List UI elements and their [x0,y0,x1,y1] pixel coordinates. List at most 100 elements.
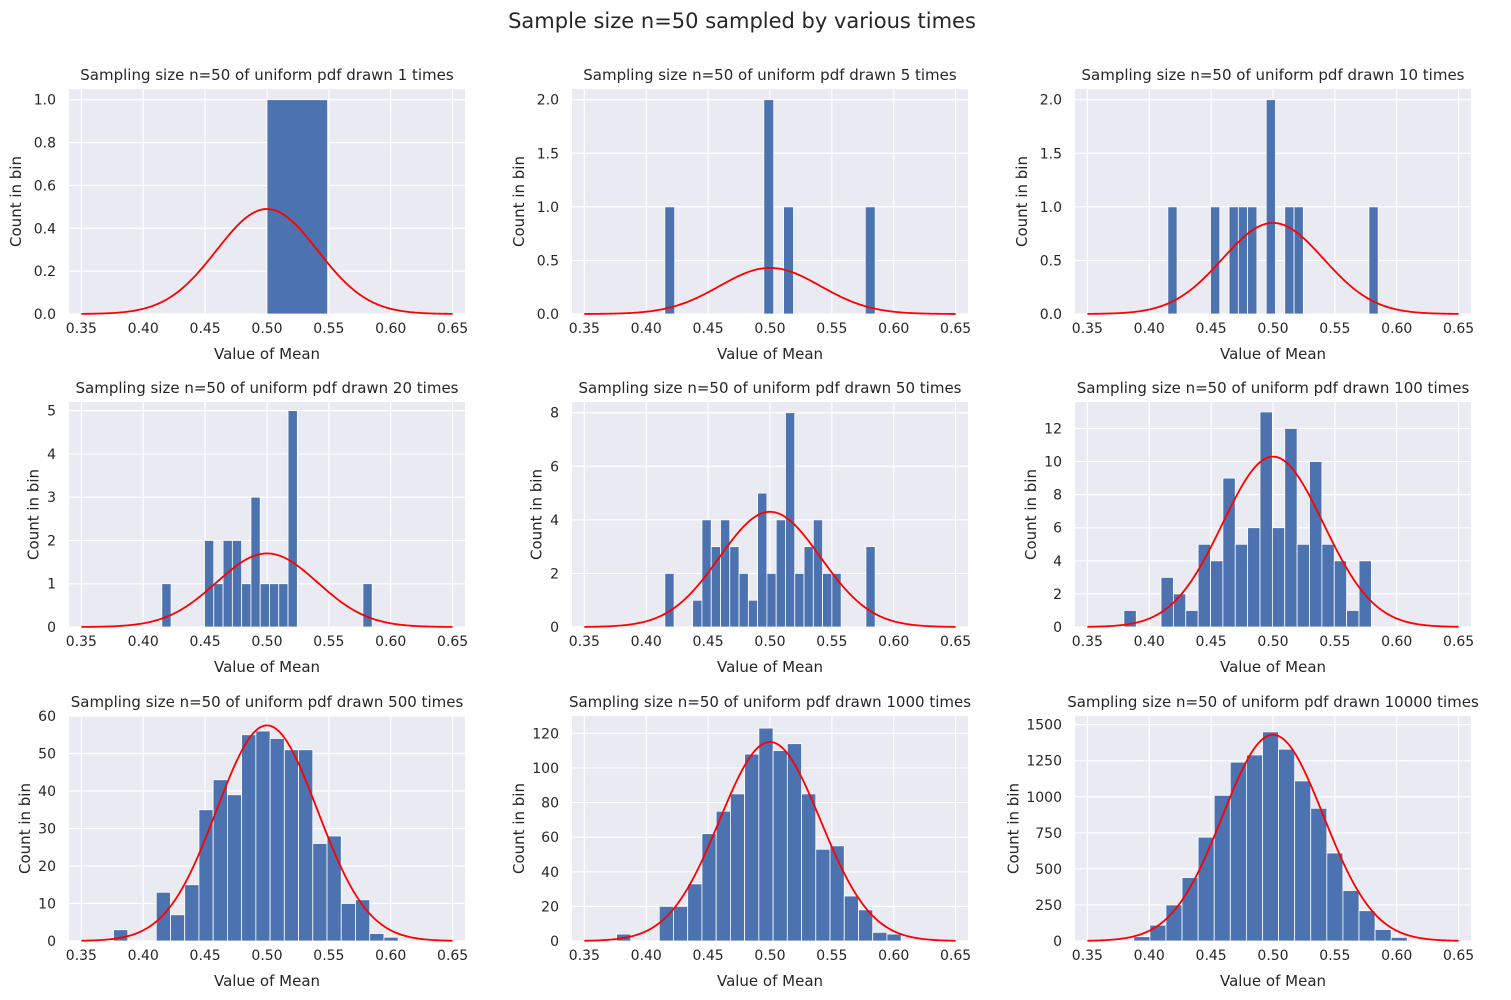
histogram-bar [1247,206,1258,315]
histogram-bar [1237,206,1249,315]
histogram-bar [184,884,200,942]
histogram-bar [259,583,270,628]
histogram-bar [803,546,814,628]
y-tick-label: 0 [47,934,56,950]
y-tick-label: 0.0 [537,307,559,323]
y-tick-label: 120 [532,726,559,742]
histogram-bar [1321,543,1335,628]
y-tick-label: 20 [38,859,56,875]
x-tick-label: 0.55 [816,634,847,650]
histogram-bar [815,848,831,942]
histogram-bar [1346,610,1360,628]
subplot-title: Sampling size n=50 of uniform pdf drawn … [1077,379,1470,397]
histogram-bar [340,903,356,942]
histogram-bar [720,519,731,628]
x-tick-label: 0.45 [1196,948,1227,964]
y-axis-label: Count in bin [527,469,545,560]
histogram-bar [692,599,703,628]
x-tick-label: 0.45 [693,634,724,650]
histogram-bar [266,99,329,315]
normal-pdf-curve [1087,222,1459,315]
histogram-bar [729,546,740,628]
histogram-bar [278,583,289,628]
histogram-bar [255,730,271,942]
histogram-bar [1160,576,1174,628]
histogram-bar [1278,748,1296,942]
histogram-bar [1284,428,1298,628]
x-tick-label: 0.40 [1134,634,1165,650]
y-tick-label: 1.0 [34,93,56,109]
x-tick-label: 0.45 [1196,321,1227,337]
histogram-bar [747,599,759,628]
x-tick-label: 0.40 [631,634,662,650]
y-axis-label: Count in bin [7,156,25,247]
x-axis-label: Value of Mean [1220,972,1326,990]
y-tick-label: 1.0 [537,200,559,216]
histogram-bar [241,734,257,942]
histogram-bar [1167,206,1178,315]
histogram-bar [775,519,786,628]
subplot-6: 0.35 0.40 0.45 0.50 0.55 0.60 0.65 0 2 4 6 8 10 12 Sam… [1022,379,1474,676]
histogram-bar [1262,731,1279,942]
x-tick-label: 0.55 [1319,321,1350,337]
y-tick-label: 1500 [1026,718,1062,734]
subplot-title: Sampling size n=50 of uniform pdf drawn … [569,693,971,711]
y-tick-label: 0.8 [34,136,56,152]
x-tick-label: 0.35 [1072,634,1103,650]
histogram-bar [1210,206,1221,315]
x-tick-label: 0.50 [1257,321,1288,337]
y-tick-label: 40 [541,865,559,881]
y-tick-label: 12 [1044,421,1062,437]
x-tick-label: 0.60 [878,948,909,964]
y-axis-label: Count in bin [510,156,528,247]
y-tick-label: 0 [550,934,559,950]
x-tick-label: 0.45 [693,948,724,964]
figure-title: Sample size n=50 sampled by various time… [508,9,976,33]
histogram-bar [1228,206,1239,315]
histogram-bar [831,573,842,628]
y-tick-label: 4 [47,447,56,463]
y-tick-label: 4 [1053,554,1062,570]
histogram-bar [212,779,228,942]
x-tick-label: 0.45 [190,634,221,650]
histogram-bar [213,583,224,628]
histogram-bar [1210,560,1224,628]
y-tick-label: 500 [1035,862,1062,878]
y-tick-label: 0.5 [537,253,559,269]
subplot-8: 0.35 0.40 0.45 0.50 0.55 0.60 0.65 0 20 40 60 80 100… [510,693,971,990]
y-axis-label: Count in bin [24,469,42,560]
subplot-title: Sampling size n=50 of uniform pdf drawn … [76,379,459,397]
histogram-bar [1149,924,1167,942]
y-tick-label: 1.5 [537,146,559,162]
histogram-bar [1271,527,1286,628]
histogram-bar [886,933,902,942]
histogram-bar [198,809,214,942]
x-tick-label: 0.45 [693,321,724,337]
x-tick-label: 0.60 [878,321,909,337]
histogram-bar [287,410,298,628]
y-tick-label: 0.0 [1040,307,1062,323]
y-tick-label: 0 [1053,620,1062,636]
histogram-bar [865,546,876,628]
x-tick-label: 0.60 [1381,321,1412,337]
subplot-2: 0.35 0.40 0.45 0.50 0.55 0.60 0.65 0.0 0.5 1.0 1.5… [510,66,971,363]
x-axis-label: Value of Mean [214,345,320,363]
histogram-bar [872,931,888,942]
x-tick-label: 0.55 [1319,948,1350,964]
x-tick-label: 0.35 [66,948,97,964]
histogram-bar [664,573,675,628]
subplot-1: 0.35 0.40 0.45 0.50 0.55 0.60 0.65 0.0 0.2 0.4 0.6… [7,66,468,363]
histogram-bar [250,496,261,628]
histogram-bar [383,936,399,942]
x-tick-label: 0.60 [375,948,406,964]
y-tick-label: 0.0 [34,307,56,323]
x-tick-label: 0.45 [1196,634,1227,650]
histogram-bar [829,845,845,942]
x-axis-label: Value of Mean [214,972,320,990]
histogram-bar [1326,852,1344,942]
subplot-title: Sampling size n=50 of uniform pdf drawn … [71,693,464,711]
subplot-4: 0.35 0.40 0.45 0.50 0.55 0.60 0.65 0 1 2 3 4 5 Sampli… [24,379,468,676]
histogram-bar [744,753,760,942]
y-tick-label: 1.0 [1040,200,1062,216]
histogram-bar [1368,206,1379,315]
